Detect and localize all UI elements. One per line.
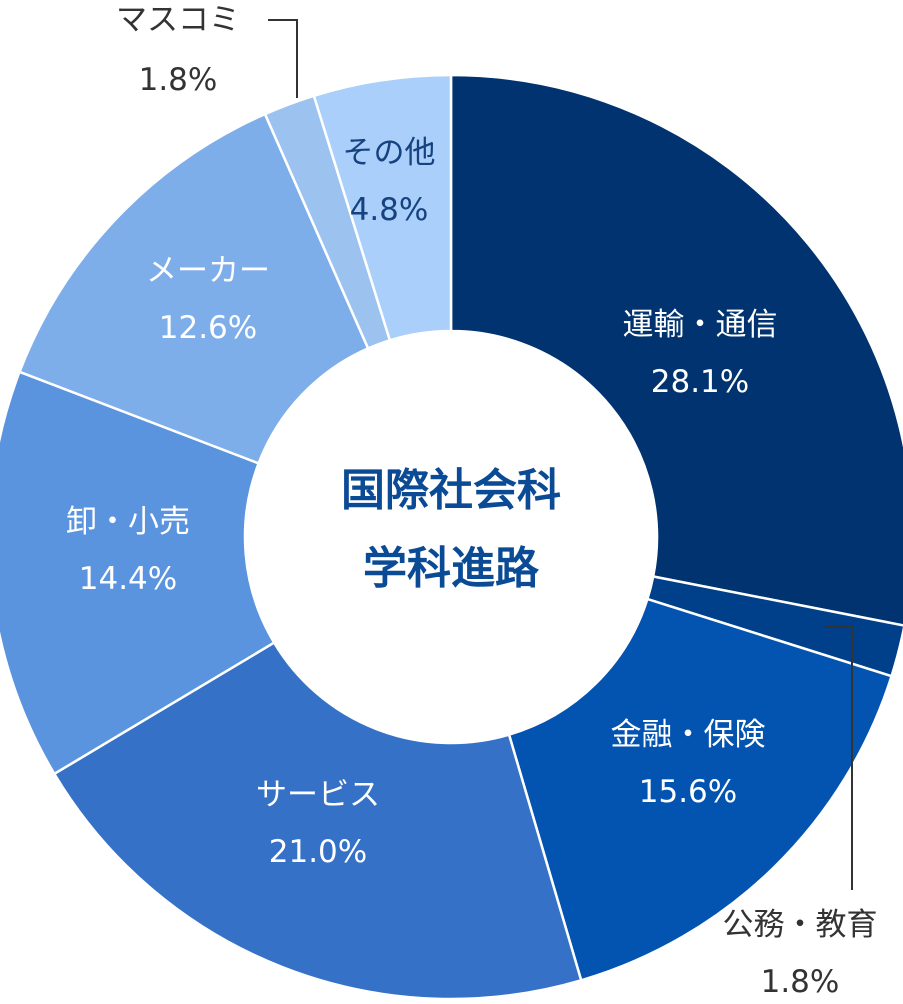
slice-1-value: 28.1% [651,364,749,400]
slice-2-label: 公務・教育 [723,907,878,943]
slice-1-wedge [449,73,903,627]
slice-8-wedge [312,73,453,342]
slice-1-label: 運輸・通信 [623,307,778,343]
center-title-line-2: 学科進路 [363,543,540,594]
slice-labels: 運輸・通信 28.1% 公務・教育 1.8% 金融・保険 15.6% サービス 21.0% 卸・… [66,2,878,1000]
slice-8-label: その他 [343,135,436,171]
slice-8-value: 4.8% [350,192,429,228]
leader-line-koumu [826,626,853,890]
slice-6-wedge [18,112,370,465]
slice-7-label: マスコミ [116,2,240,38]
slice-4-value: 21.0% [269,834,367,870]
leader-line-masukomi [268,19,298,98]
slice-4-wedge [53,641,583,1001]
donut-slices [0,73,903,1001]
leader-lines [268,19,853,890]
slice-3-wedge [507,597,893,982]
center-title: 国際社会科 学科進路 [341,465,561,594]
slice-5-wedge [0,370,276,776]
slice-7-value: 1.8% [139,62,218,98]
center-title-line-1: 国際社会科 [341,465,561,516]
slice-3-label: 金融・保険 [611,717,766,753]
slice-3-value: 15.6% [639,774,737,810]
slice-6-value: 12.6% [159,310,257,346]
slice-5-label: 卸・小売 [66,504,190,540]
slice-2-value: 1.8% [761,964,840,1000]
slice-4-label: サービス [256,777,380,813]
slice-5-value: 14.4% [79,561,177,597]
slice-6-label: メーカー [146,253,270,289]
